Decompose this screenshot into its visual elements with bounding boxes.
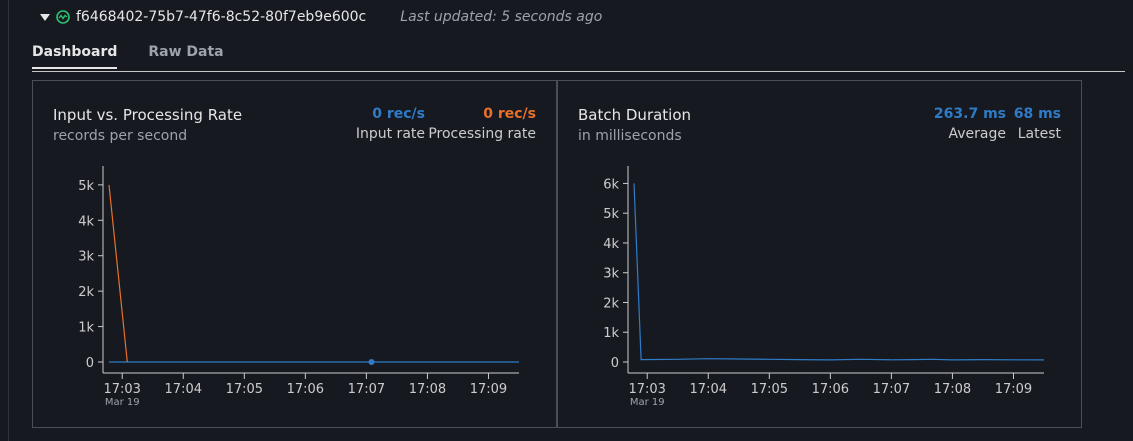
batch-panel: Batch Duration in milliseconds 263.7 ms … (557, 80, 1082, 428)
rate-panel: Input vs. Processing Rate records per se… (32, 80, 557, 428)
y-tick-label: 6k (603, 177, 619, 192)
tab-bar: Dashboard Raw Data (32, 44, 255, 69)
average-value: 263.7 ms (933, 106, 1006, 122)
data-point[interactable] (368, 359, 375, 365)
latest-value: 68 ms (1013, 106, 1061, 122)
last-updated: Last updated: 5 seconds ago (400, 9, 603, 25)
x-tick-label: 17:04 (165, 382, 202, 397)
tab-dashboard[interactable]: Dashboard (32, 44, 118, 69)
chevron-down-icon[interactable] (40, 13, 50, 21)
x-tick-label: 17:07 (873, 382, 910, 397)
x-tick-label: 17:05 (226, 382, 263, 397)
processing-rate-value: 0 rec/s (483, 106, 536, 122)
input-rate-metric: 0 rec/s Input rate (356, 106, 425, 142)
latest-label: Latest (1017, 126, 1061, 142)
average-label: Average (948, 126, 1007, 142)
status-running-icon (56, 10, 70, 24)
left-divider (8, 0, 9, 441)
series-line (633, 183, 1045, 361)
latest-metric: 68 ms Latest (1014, 106, 1061, 142)
query-header: f6468402-75b7-47f6-8c52-80f7eb9e600c Las… (40, 6, 602, 28)
x-date-label: Mar 19 (105, 397, 140, 408)
x-tick-label: 17:03 (103, 382, 140, 397)
x-tick-label: 17:05 (751, 382, 788, 397)
y-tick-label: 5k (603, 207, 619, 222)
x-tick-label: 17:06 (812, 382, 849, 397)
x-tick-label: 17:07 (348, 382, 385, 397)
y-tick-label: 0 (86, 356, 94, 371)
y-tick-label: 4k (603, 237, 619, 252)
x-tick-label: 17:06 (287, 382, 324, 397)
batch-panel-subtitle: in milliseconds (578, 128, 682, 144)
y-tick-label: 5k (78, 179, 94, 194)
average-metric: 263.7 ms Average (934, 106, 1006, 142)
y-tick-label: 0 (611, 356, 619, 371)
rate-panel-subtitle: records per second (53, 128, 188, 144)
x-tick-label: 17:08 (409, 382, 446, 397)
processing-rate-metric: 0 rec/s Processing rate (428, 106, 536, 142)
y-tick-label: 1k (603, 326, 619, 341)
x-tick-label: 17:04 (690, 382, 727, 397)
y-tick-label: 3k (78, 250, 94, 265)
tab-raw-data[interactable]: Raw Data (148, 44, 224, 60)
x-tick-label: 17:09 (470, 382, 507, 397)
batch-panel-title: Batch Duration (578, 106, 692, 124)
y-tick-label: 1k (78, 321, 94, 336)
x-tick-label: 17:09 (995, 382, 1032, 397)
y-tick-label: 4k (78, 214, 94, 229)
run-id: f6468402-75b7-47f6-8c52-80f7eb9e600c (76, 9, 367, 25)
processing-rate-label: Processing rate (428, 126, 536, 142)
x-date-label: Mar 19 (630, 397, 665, 408)
input-rate-label: Input rate (355, 126, 425, 142)
y-tick-label: 2k (603, 296, 619, 311)
y-tick-label: 2k (78, 285, 94, 300)
rate-panel-title: Input vs. Processing Rate (53, 106, 243, 124)
y-tick-label: 3k (603, 267, 619, 282)
x-tick-label: 17:03 (628, 382, 665, 397)
x-tick-label: 17:08 (934, 382, 971, 397)
tab-divider (32, 71, 1125, 72)
input-rate-value: 0 rec/s (372, 106, 425, 122)
series-line (108, 184, 128, 363)
